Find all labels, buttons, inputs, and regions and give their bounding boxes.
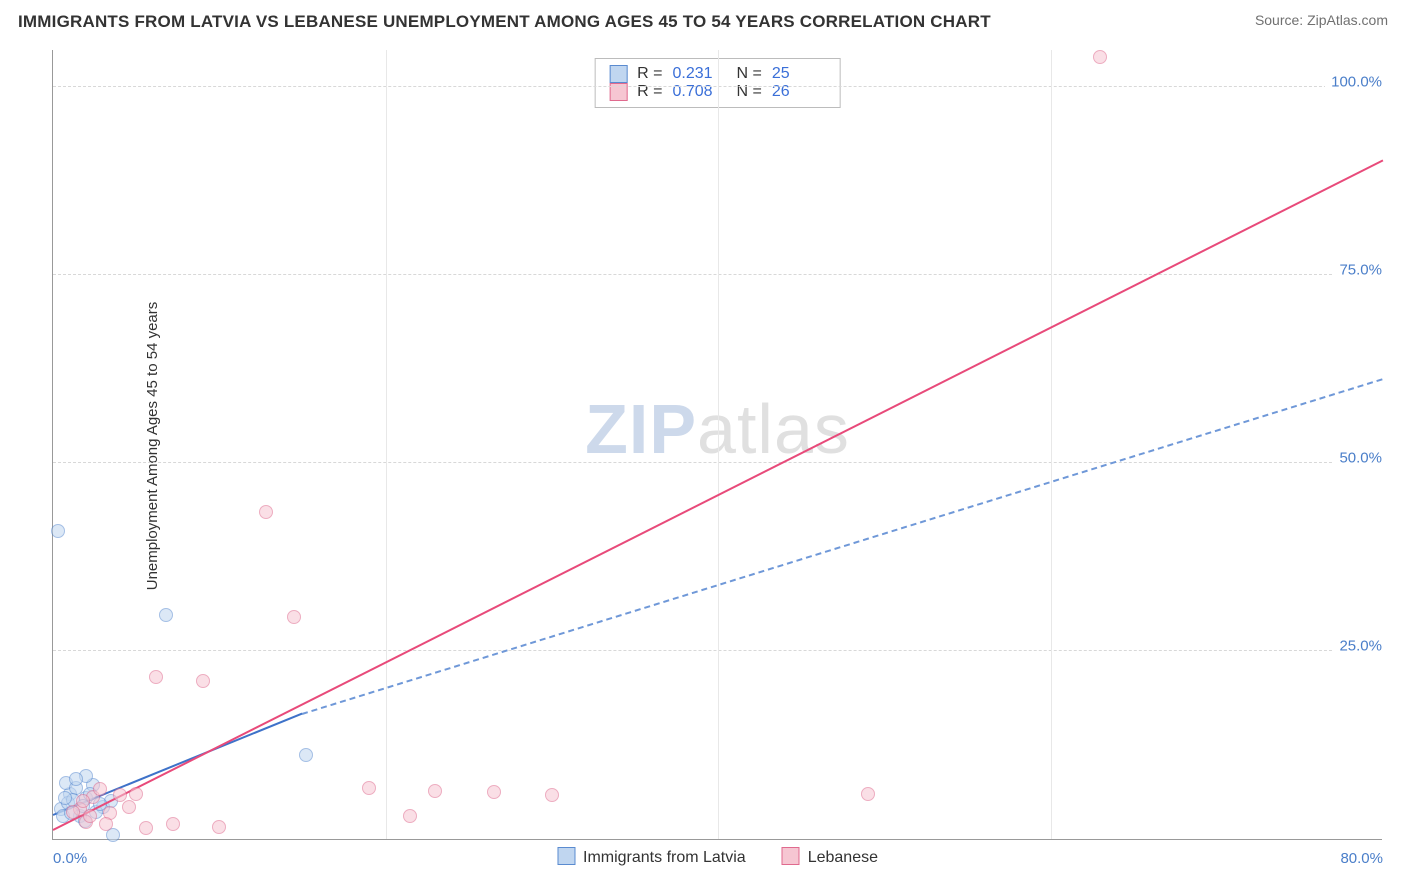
data-point-lebanese [129, 787, 143, 801]
y-tick-label: 100.0% [1325, 73, 1382, 90]
source-attribution: Source: ZipAtlas.com [1255, 12, 1388, 28]
data-point-lebanese [362, 781, 376, 795]
data-point-lebanese [259, 505, 273, 519]
legend-swatch-latvia [609, 65, 627, 83]
series-legend: Immigrants from Latvia Lebanese [557, 847, 878, 867]
data-point-lebanese [428, 784, 442, 798]
data-point-latvia [58, 791, 72, 805]
y-tick-label: 25.0% [1333, 637, 1382, 654]
legend-swatch-icon [782, 847, 800, 865]
trendline [302, 378, 1383, 715]
data-point-lebanese [287, 610, 301, 624]
data-point-lebanese [113, 788, 127, 802]
data-point-lebanese [122, 800, 136, 814]
x-tick-label: 0.0% [53, 850, 87, 867]
x-tick-label: 80.0% [1340, 850, 1383, 867]
legend-item-lebanese: Lebanese [782, 847, 878, 867]
data-point-lebanese [149, 670, 163, 684]
data-point-latvia [159, 608, 173, 622]
data-point-lebanese [99, 817, 113, 831]
data-point-lebanese [139, 821, 153, 835]
data-point-lebanese [545, 788, 559, 802]
data-point-lebanese [861, 787, 875, 801]
data-point-lebanese [196, 674, 210, 688]
gridline-v [718, 50, 719, 839]
legend-swatch-icon [557, 847, 575, 865]
data-point-lebanese [487, 785, 501, 799]
legend-item-latvia: Immigrants from Latvia [557, 847, 746, 867]
data-point-lebanese [212, 820, 226, 834]
data-point-latvia [51, 524, 65, 538]
data-point-latvia [69, 772, 83, 786]
chart-title: IMMIGRANTS FROM LATVIA VS LEBANESE UNEMP… [18, 12, 991, 32]
y-tick-label: 75.0% [1333, 261, 1382, 278]
data-point-lebanese [76, 794, 90, 808]
data-point-latvia [299, 748, 313, 762]
gridline-v [386, 50, 387, 839]
data-point-lebanese [83, 809, 97, 823]
data-point-lebanese [403, 809, 417, 823]
scatter-plot-area: ZIPatlas R = 0.231 N = 25 R = 0.708 N = … [52, 50, 1382, 840]
data-point-lebanese [1093, 50, 1107, 64]
y-tick-label: 50.0% [1333, 449, 1382, 466]
data-point-lebanese [93, 782, 107, 796]
data-point-lebanese [166, 817, 180, 831]
gridline-v [1051, 50, 1052, 839]
n-value-latvia: 25 [772, 65, 826, 83]
